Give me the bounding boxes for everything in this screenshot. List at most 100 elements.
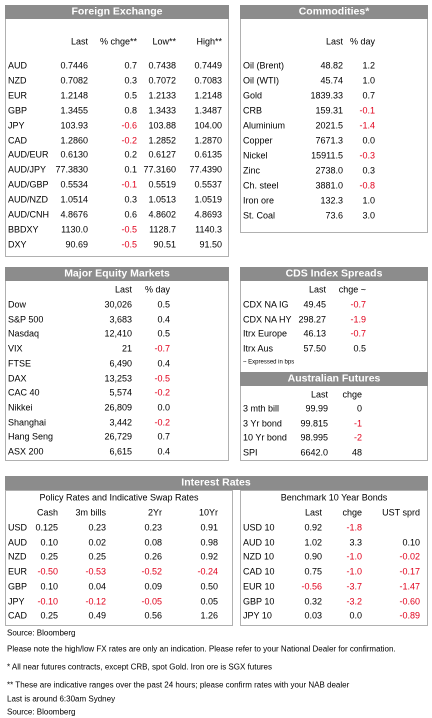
cell: 1.0 [362, 195, 375, 206]
cell: -0.2 [154, 387, 170, 398]
cell: 1.2860 [60, 135, 88, 145]
section-title: Interest Rates [181, 476, 251, 489]
cell: 0.02 [88, 537, 106, 548]
cell: 4.8676 [60, 209, 88, 220]
cell: 98.995 [300, 432, 328, 443]
cell: 1.2148 [60, 90, 88, 101]
cell: -0.6 [121, 120, 137, 131]
section-title: Commodities* [298, 5, 370, 18]
cell: 49.45 [303, 299, 326, 310]
column-header: Last [70, 36, 88, 47]
cell: 99.815 [300, 418, 328, 428]
cell: 0.6 [124, 209, 137, 220]
row-label: 3 mth bill [243, 403, 280, 414]
cell: 0.2 [124, 149, 137, 160]
cell: -0.1 [121, 179, 137, 190]
cell: 0.5 [157, 299, 170, 310]
cell: 90.69 [65, 239, 88, 250]
policy-box [5, 490, 233, 626]
cell: 13,253 [104, 373, 132, 383]
row-label: Nikkei [8, 402, 33, 413]
footnote: Please note the high/low FX rates are on… [7, 644, 396, 654]
cell: 0.98 [200, 537, 218, 548]
cell: 104.00 [194, 120, 222, 131]
cell: 0.7072 [148, 75, 176, 86]
commodities-header [240, 5, 428, 19]
cell: 0.23 [144, 522, 162, 533]
cell: 0.3 [362, 165, 375, 176]
cell: -1.4 [359, 120, 375, 131]
cell: -0.05 [141, 596, 162, 606]
cell: -3.2 [346, 596, 362, 606]
cell: 77.4390 [189, 164, 222, 175]
row-label: GBP [8, 105, 28, 116]
row-label: Gold [243, 90, 263, 101]
row-label: Copper [243, 135, 273, 146]
bonds-box [240, 490, 428, 626]
cell: -0.7 [350, 328, 366, 339]
row-label: BBDXY [8, 224, 39, 235]
cell: 1.0513 [148, 194, 176, 205]
row-label: Nickel [243, 150, 268, 161]
cell: -0.3 [359, 150, 375, 161]
cell: -0.5 [121, 224, 137, 235]
cell: 57.50 [303, 343, 326, 354]
cell: 298.27 [298, 314, 326, 325]
row-label: SPI [243, 447, 258, 457]
cell: 6,615 [109, 446, 132, 457]
row-label: NZD [8, 75, 27, 86]
cell: 0.5 [157, 328, 170, 339]
cell: -3.7 [346, 581, 362, 592]
cell: -0.56 [301, 581, 322, 592]
column-header: 10Yr [198, 507, 218, 518]
cell: -0.17 [399, 566, 420, 577]
section-title: Foreign Exchange [71, 5, 163, 18]
row-label: 3 Yr bond [243, 418, 282, 428]
column-header: High** [196, 36, 222, 47]
row-label: CRB [243, 105, 263, 116]
cell: 1140.3 [195, 224, 222, 235]
cell: -0.7 [350, 299, 366, 310]
section-title: Major Equity Markets [64, 267, 170, 280]
row-label: DAX [8, 373, 27, 383]
section-title: Australian Futures [287, 372, 381, 385]
cell: 0.4 [157, 446, 170, 457]
row-label: CAC 40 [8, 387, 40, 398]
cell: 0.4 [157, 314, 170, 325]
row-label: AUD [8, 60, 28, 71]
cell: 1.3433 [148, 105, 176, 116]
cell: 1.3487 [194, 105, 222, 116]
cell: 0.09 [144, 581, 162, 592]
cell: 0.7446 [60, 60, 88, 71]
fx-header [5, 5, 229, 19]
cell: 77.3160 [143, 164, 176, 175]
cell: 0.10 [40, 581, 58, 592]
cell: 26,729 [104, 431, 132, 442]
column-header: Last [308, 284, 326, 295]
row-label: S&P 500 [8, 314, 44, 325]
note: ~ Expressed in bps [243, 359, 295, 366]
cell: -0.24 [197, 566, 218, 577]
cell: -0.89 [399, 610, 420, 621]
cell: 0.92 [304, 522, 322, 533]
row-label: JPY 10 [243, 610, 272, 621]
row-label: Shanghai [8, 417, 47, 428]
column-header: Last [304, 507, 322, 518]
cell: 6,490 [109, 358, 132, 369]
row-label: AUD/JPY [8, 164, 47, 175]
row-label: EUR [8, 566, 28, 577]
row-label: JPY [8, 120, 25, 131]
cell: 2021.5 [315, 120, 343, 131]
cell: 0.125 [35, 522, 58, 533]
cell: 3,442 [109, 417, 132, 428]
cell: -1.8 [346, 522, 362, 533]
subtable-title: Policy Rates and Indicative Swap Rates [39, 492, 199, 503]
cell: 0.50 [200, 581, 218, 592]
cell: 3881.0 [315, 180, 343, 191]
cell: 3,683 [109, 314, 132, 325]
column-header: % chge** [99, 36, 137, 47]
cell: 4.8693 [194, 209, 222, 220]
cell: 0.0 [349, 610, 362, 621]
cell: 1.26 [200, 610, 218, 621]
column-header: Last [325, 36, 343, 47]
